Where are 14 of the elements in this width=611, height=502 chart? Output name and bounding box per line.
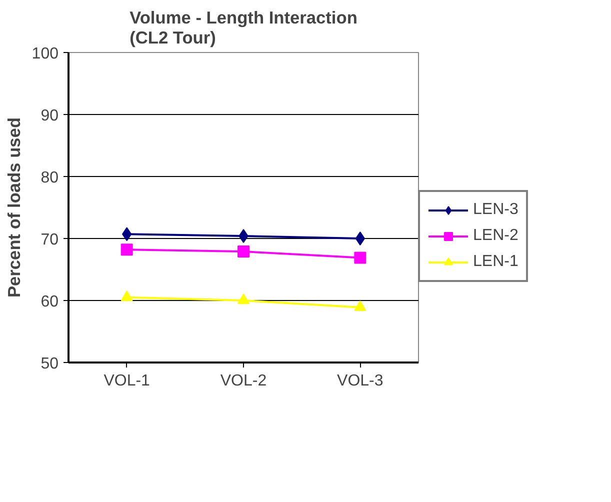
y-tick-label: 70 [40, 232, 59, 248]
chart-title: Volume - Length Interaction (CL2 Tour) [130, 8, 358, 48]
y-tick-label: 60 [40, 294, 59, 310]
x-tick-label: VOL-2 [220, 372, 267, 390]
legend-label: LEN-3 [473, 201, 518, 219]
y-tick-label: 80 [40, 170, 59, 186]
y-axis-title: Percent of loads used [4, 117, 24, 298]
x-tick-label: VOL-3 [337, 372, 384, 390]
x-tick-label: VOL-1 [104, 372, 150, 390]
legend-label: LEN-2 [473, 227, 518, 245]
y-tick-label: 100 [32, 46, 59, 62]
y-tick-label: 50 [40, 356, 59, 372]
y-tick-label: 90 [40, 108, 59, 124]
legend-label: LEN-1 [473, 253, 518, 271]
